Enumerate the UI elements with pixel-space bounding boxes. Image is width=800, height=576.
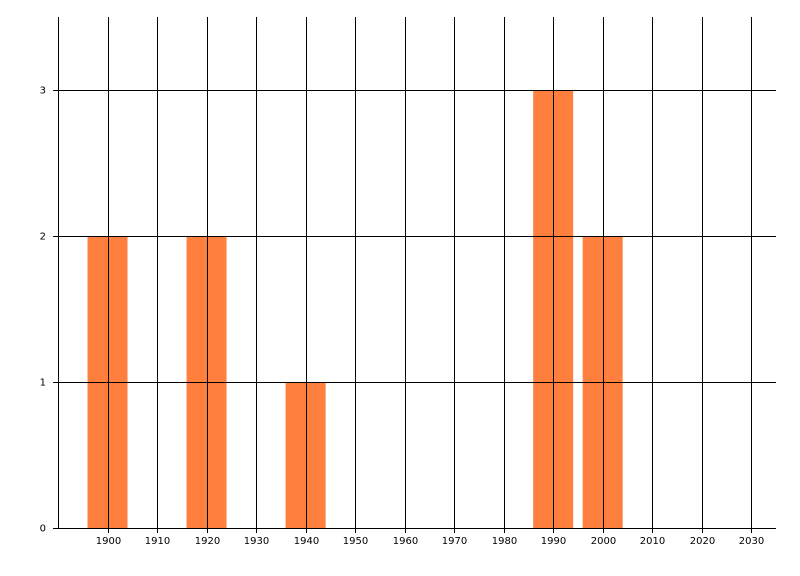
x-tick-label: 1940 <box>294 536 319 547</box>
x-tick-label: 1970 <box>442 536 467 547</box>
y-tick-label: 0 <box>40 524 46 535</box>
x-tick-label: 2000 <box>591 536 616 547</box>
y-tick-label: 1 <box>40 378 46 389</box>
x-tick-label: 2010 <box>640 536 665 547</box>
x-tick-label: 1990 <box>541 536 566 547</box>
bar <box>285 382 326 528</box>
x-tick-label: 1930 <box>244 536 269 547</box>
y-tick-label: 2 <box>40 232 46 243</box>
y-tick-label: 3 <box>40 86 46 97</box>
x-tick-label: 1960 <box>393 536 418 547</box>
x-tick-label: 1950 <box>343 536 368 547</box>
x-tick-label: 1920 <box>195 536 220 547</box>
x-tick-label: 2020 <box>690 536 715 547</box>
x-tick-label: 1900 <box>96 536 121 547</box>
x-tick-label: 1910 <box>145 536 170 547</box>
x-tick-label: 1980 <box>492 536 517 547</box>
x-tick-label: 2030 <box>739 536 764 547</box>
